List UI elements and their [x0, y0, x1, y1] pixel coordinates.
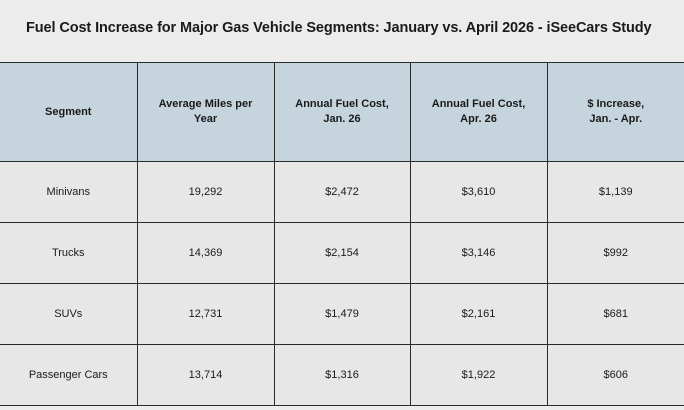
- cell-segment: Trucks: [0, 222, 138, 284]
- cell-cost-apr: $1,922: [409, 344, 548, 406]
- table-row: Trucks 14,369 $2,154 $3,146 $992: [0, 222, 684, 284]
- cell-cost-apr: $3,146: [409, 222, 548, 284]
- header-cell-cost-jan: Annual Fuel Cost, Jan. 26: [273, 62, 411, 162]
- cell-segment: Minivans: [0, 161, 138, 223]
- header-cell-cost-apr: Annual Fuel Cost, Apr. 26: [409, 62, 548, 162]
- cell-increase: $1,139: [546, 161, 684, 223]
- table-header-row: Segment Average Miles per Year Annual Fu…: [0, 62, 684, 162]
- cell-cost-jan: $1,316: [273, 344, 411, 406]
- cell-cost-jan: $1,479: [273, 283, 411, 345]
- cell-miles: 13,714: [136, 344, 275, 406]
- cell-miles: 14,369: [136, 222, 275, 284]
- cell-cost-jan: $2,472: [273, 161, 411, 223]
- header-cell-increase: $ Increase, Jan. - Apr.: [546, 62, 684, 162]
- cell-segment: Passenger Cars: [0, 344, 138, 406]
- cell-miles: 19,292: [136, 161, 275, 223]
- cell-cost-apr: $2,161: [409, 283, 548, 345]
- page-title: Fuel Cost Increase for Major Gas Vehicle…: [26, 20, 652, 36]
- header-cell-miles: Average Miles per Year: [136, 62, 275, 162]
- cell-increase: $681: [546, 283, 684, 345]
- table-row: Minivans 19,292 $2,472 $3,610 $1,139: [0, 161, 684, 223]
- fuel-cost-table: Segment Average Miles per Year Annual Fu…: [0, 62, 684, 406]
- cell-cost-apr: $3,610: [409, 161, 548, 223]
- cell-increase: $992: [546, 222, 684, 284]
- table-row: Passenger Cars 13,714 $1,316 $1,922 $606: [0, 344, 684, 406]
- cell-segment: SUVs: [0, 283, 138, 345]
- cell-miles: 12,731: [136, 283, 275, 345]
- table-row: SUVs 12,731 $1,479 $2,161 $681: [0, 283, 684, 345]
- header-cell-segment: Segment: [0, 62, 138, 162]
- cell-increase: $606: [546, 344, 684, 406]
- cell-cost-jan: $2,154: [273, 222, 411, 284]
